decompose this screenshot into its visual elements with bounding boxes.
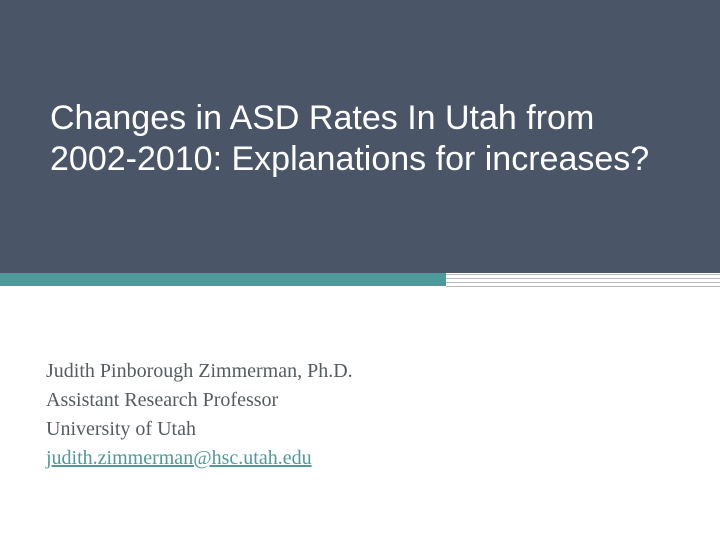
- divider-teal-bar: [0, 273, 446, 286]
- author-name: Judith Pinborough Zimmerman, Ph.D.: [46, 357, 674, 386]
- author-role: Assistant Research Professor: [46, 386, 674, 415]
- divider-line: [446, 278, 720, 279]
- divider-line: [446, 274, 720, 275]
- divider-line: [446, 282, 720, 283]
- author-email-link[interactable]: judith.zimmerman@hsc.utah.edu: [46, 447, 312, 469]
- divider-line-group: [446, 273, 720, 287]
- title-header: Changes in ASD Rates In Utah from 2002-2…: [0, 0, 720, 273]
- author-affiliation: University of Utah: [46, 415, 674, 444]
- body-content: Judith Pinborough Zimmerman, Ph.D. Assis…: [0, 287, 720, 473]
- divider-line: [446, 286, 720, 287]
- divider: [0, 273, 720, 287]
- slide-title: Changes in ASD Rates In Utah from 2002-2…: [50, 98, 670, 181]
